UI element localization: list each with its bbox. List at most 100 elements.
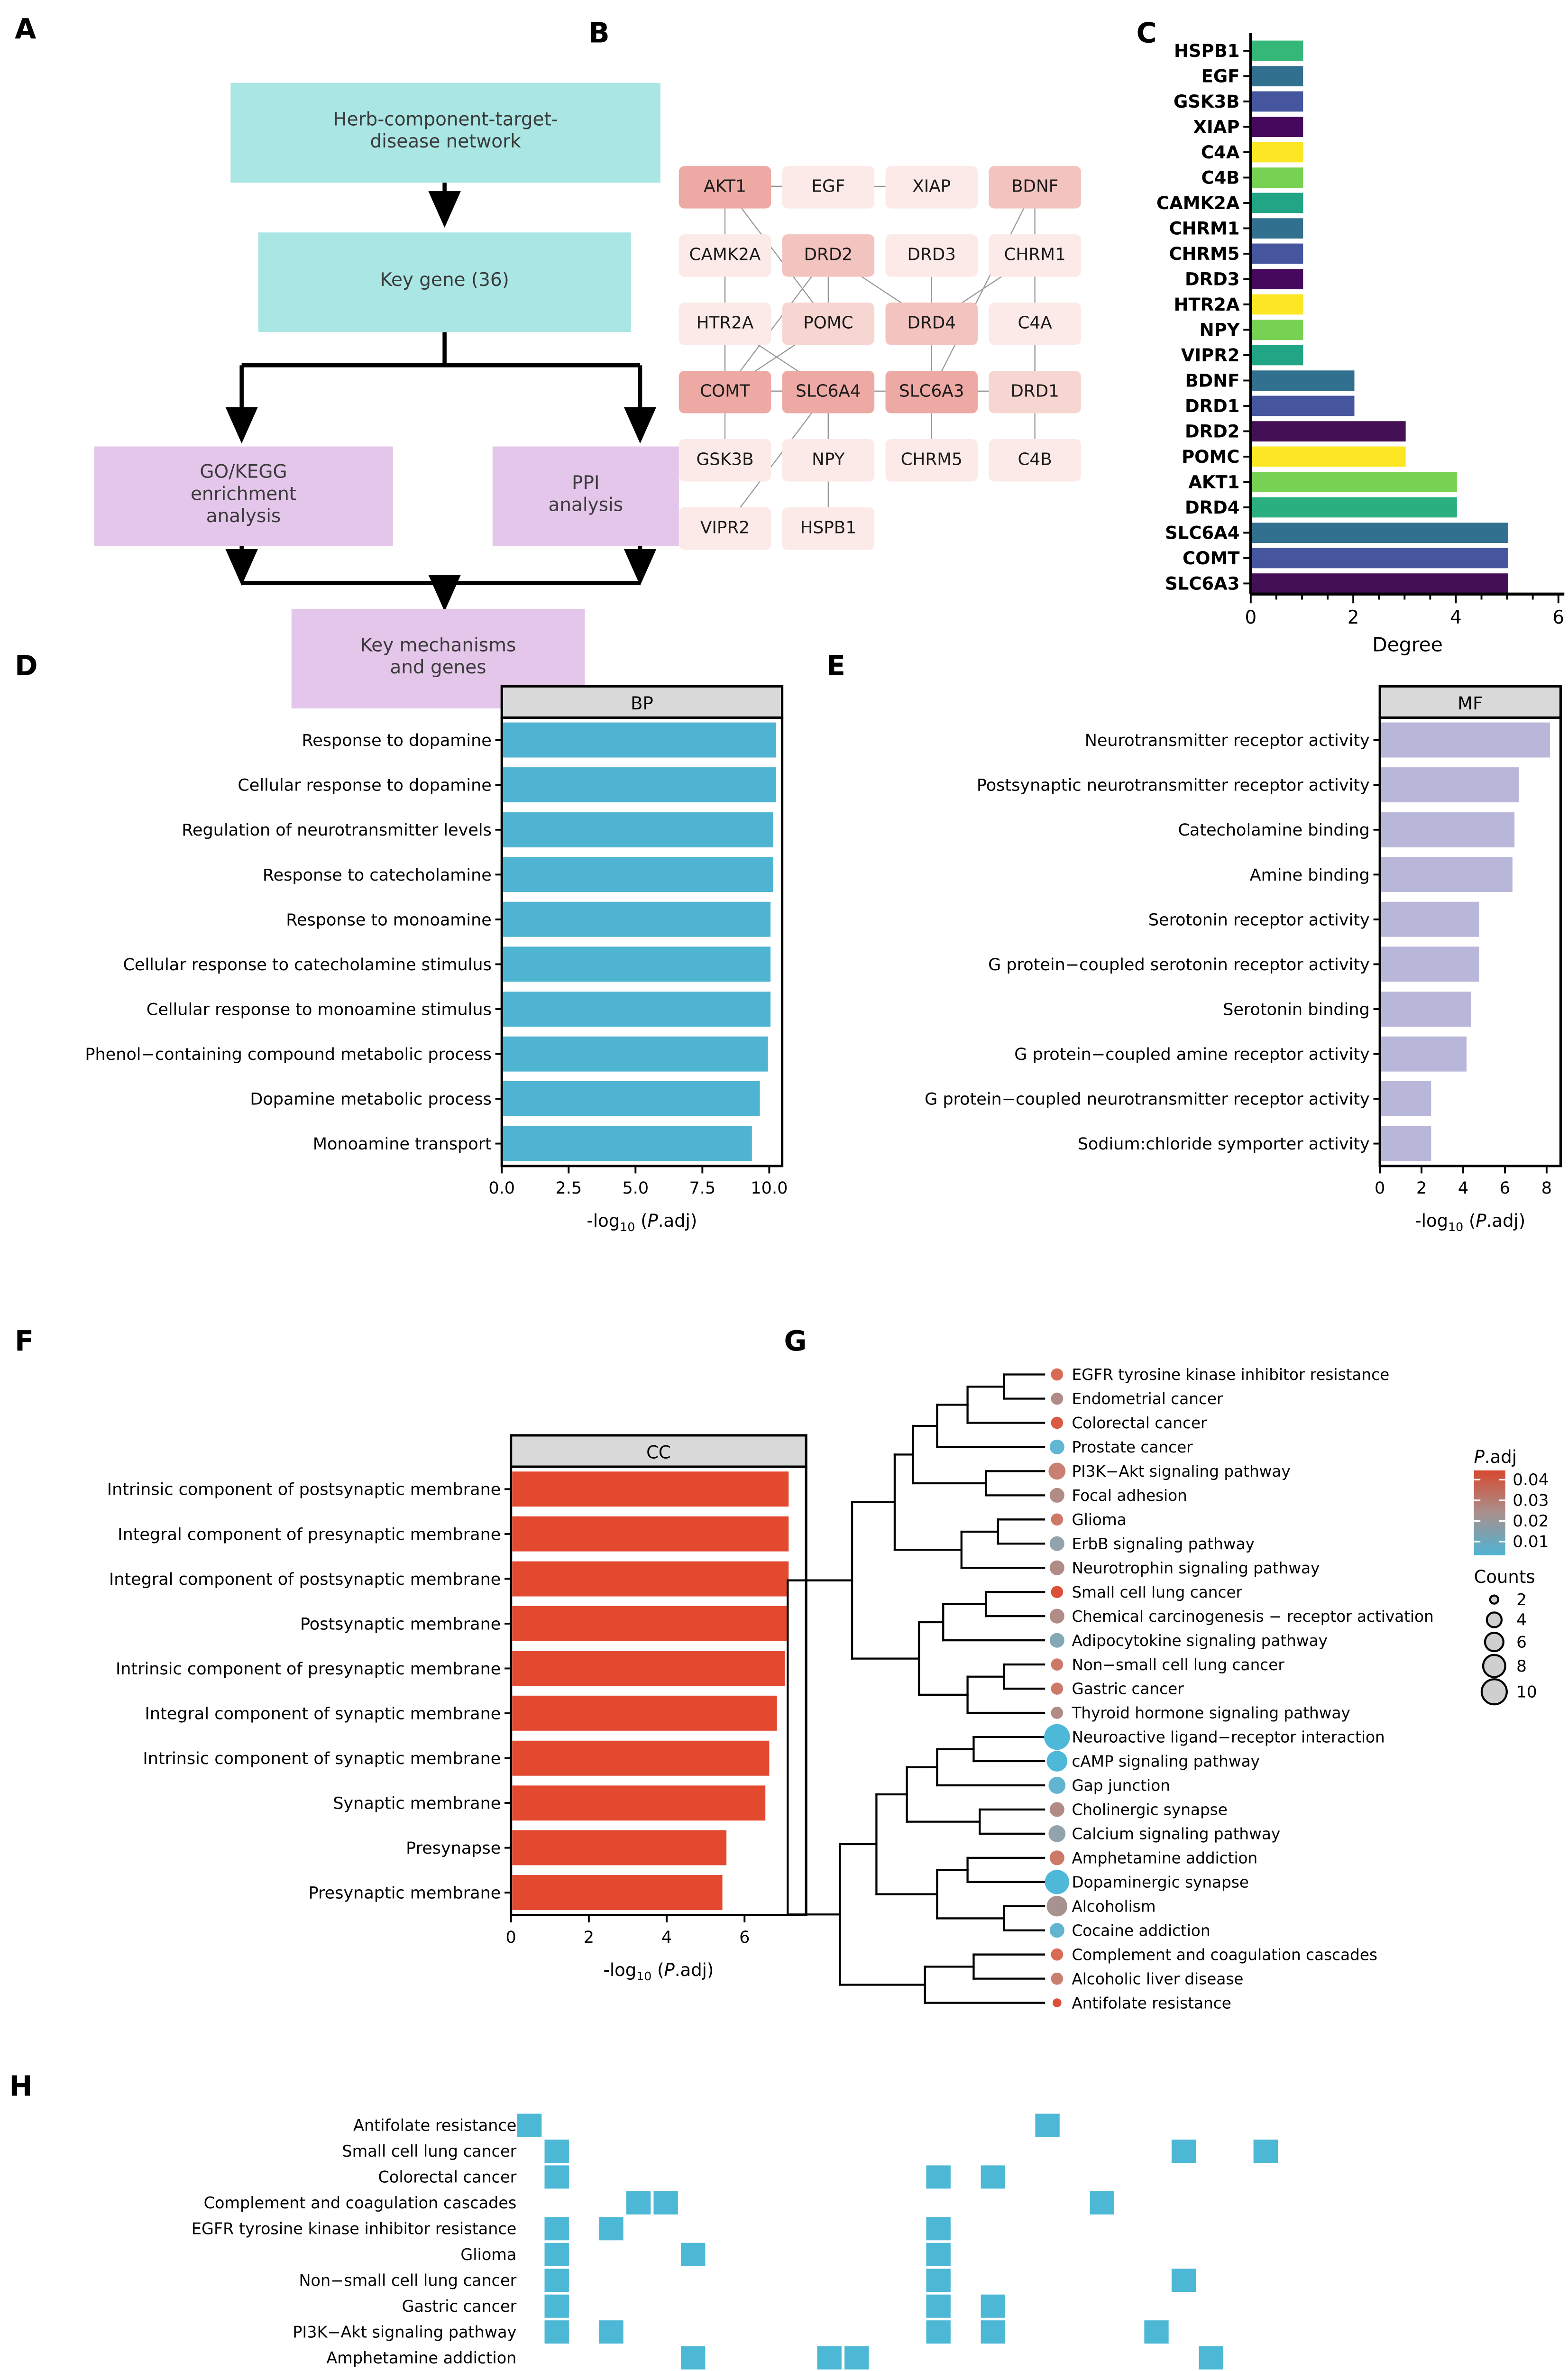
panel-label-d: D [15,649,38,683]
go-header: BP [631,693,653,714]
go-axis-tick: 4 [661,1928,672,1947]
degree-bar-label: C4A [1201,142,1240,163]
heatmap-cell [517,2114,542,2137]
degree-bar-label: CHRM5 [1169,244,1239,264]
go-bar-label: G protein−coupled neurotransmitter recep… [925,1090,1370,1109]
panel-label-g: G [784,1324,807,1358]
go-bar [1381,901,1479,937]
go-bar-label: Postsynaptic membrane [300,1615,501,1634]
degree-bar [1252,421,1406,442]
go-bar-label: Neurotransmitter receptor activity [1085,731,1370,750]
flowchart-box-go-kegg: GO/KEGG enrichment analysis [94,446,393,546]
go-bar [503,1081,760,1116]
go-axis-tick: 2 [1416,1179,1427,1198]
go-bar-label: Response to catecholamine [263,866,492,885]
heatmap-cell [681,2242,706,2266]
heatmap-row-label: Non−small cell lung cancer [299,2271,517,2289]
degree-bar-label: COMT [1183,548,1240,569]
go-bar-label: Intrinsic component of presynaptic membr… [116,1660,501,1679]
go-bar-label: Presynapse [406,1839,501,1858]
heatmap-cell [926,2242,951,2266]
heatmap-cell [926,2165,951,2189]
pathway-dot-label: Alcoholic liver disease [1072,1970,1243,1988]
heatmap-cell [599,2320,624,2344]
pathway-dot-label: Neurotrophin signaling pathway [1072,1559,1320,1577]
network-node: EGF [782,165,875,208]
network-node: SLC6A4 [782,370,875,413]
degree-bar [1252,167,1303,188]
go-bar-label: Integral component of presynaptic membra… [118,1525,501,1544]
go-bar-label: Presynaptic membrane [309,1884,501,1903]
heatmap-cell [926,2269,951,2292]
pathway-dot [1052,1998,1062,2007]
pathway-dot [1048,1825,1066,1842]
pathway-dot [1051,1948,1064,1961]
go-bar [512,1875,723,1910]
pathway-dot-label: Endometrial cancer [1072,1390,1223,1408]
degree-bar-label: HTR2A [1174,294,1240,315]
network-node: CAMK2A [679,233,771,276]
degree-bar [1252,370,1355,391]
go-bar [503,857,773,892]
network-node: POMC [782,302,875,344]
pathway-dot-label: EGFR tyrosine kinase inhibitor resistanc… [1072,1366,1389,1384]
go-bar-label: Synaptic membrane [333,1794,501,1813]
degree-bar-label: HSPB1 [1174,41,1240,61]
heatmap-cell [926,2320,951,2344]
degree-bar [1252,573,1508,594]
go-bar [503,1126,752,1161]
network-node: DRD3 [885,233,978,276]
go-bar [512,1606,789,1641]
pathway-dot [1049,1560,1064,1575]
pathway-dot [1051,1707,1064,1719]
network-node: CHRM5 [885,438,978,481]
padj-colorbar-tick: 0.04 [1513,1470,1549,1489]
pathway-dot [1051,1682,1064,1695]
go-bar-label: Monoamine transport [313,1135,492,1154]
pathway-dot-label: Alcoholism [1072,1897,1155,1915]
go-header: MF [1458,693,1483,714]
go-axis-tick: 10.0 [751,1179,788,1198]
heatmap-row-label: Glioma [460,2245,516,2264]
degree-bar [1252,294,1303,315]
padj-colorbar-tick: 0.01 [1513,1533,1549,1552]
go-axis-label: -log10 (P.adj) [1415,1211,1525,1234]
counts-legend-dot [1482,1654,1506,1678]
network-node: XIAP [885,165,978,208]
pathway-dot-label: Non−small cell lung cancer [1072,1656,1284,1674]
heatmap-cell [926,2294,951,2318]
degree-bar-label: GSK3B [1174,92,1239,112]
heatmap-cell [844,2346,869,2370]
pathway-dot-label: Prostate cancer [1072,1438,1193,1456]
degree-bar-label: POMC [1182,447,1239,467]
heatmap-cell [926,2217,951,2241]
pathway-dot [1051,1392,1064,1405]
pathway-dot-label: Chemical carcinogenesis − receptor activ… [1072,1608,1433,1626]
heatmap-cell [1253,2139,1278,2163]
go-bar-label: Sodium:chloride symporter activity [1078,1135,1370,1154]
counts-legend-dot [1485,1611,1503,1628]
heatmap-row-label: Gastric cancer [402,2297,517,2316]
flowchart-arrows [225,183,657,612]
go-bar [1381,1036,1467,1072]
degree-bar-label: SLC6A3 [1165,574,1239,594]
pathway-dot [1048,1777,1066,1794]
go-bar [1381,1126,1431,1161]
network-node: DRD1 [989,370,1081,413]
degree-bar-label: CHRM1 [1169,219,1239,239]
degree-bar [1252,523,1508,543]
go-bar [512,1516,789,1552]
heatmap-cell [981,2294,1005,2318]
network-edge [724,186,829,323]
go-bar-label: Intrinsic component of postsynaptic memb… [107,1480,501,1499]
go-bar [512,1830,727,1866]
degree-bar [1252,548,1508,569]
degree-axis-label: Degree [1372,633,1443,656]
padj-colorbar-tick: 0.03 [1513,1491,1549,1510]
pathway-dot [1049,1608,1064,1624]
degree-bar-label: DRD2 [1185,422,1240,442]
go-axis-tick: 2 [584,1928,594,1947]
counts-legend-tick: 8 [1516,1657,1527,1676]
heatmap-row-label: Small cell lung cancer [342,2142,516,2160]
degree-bar-label: DRD4 [1185,497,1240,518]
